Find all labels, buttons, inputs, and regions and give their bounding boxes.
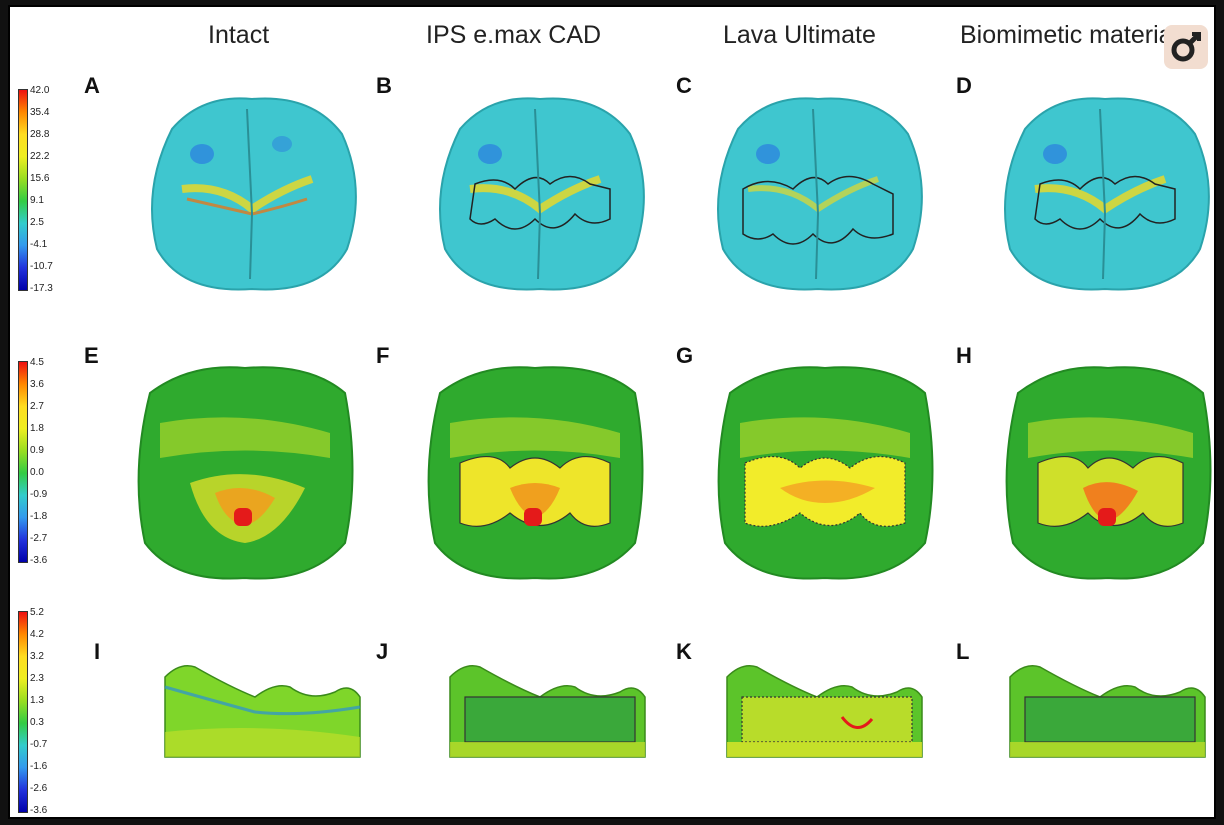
tooth-stress-lava-ultimate [717, 366, 934, 580]
scale-tick: -0.7 [30, 739, 48, 750]
figure-frame: Intact IPS e.max CAD Lava Ultimate Biomi… [8, 5, 1216, 819]
panel-label-f: F [376, 343, 390, 368]
tooth-occlusal-lava-ultimate [717, 97, 923, 291]
panel-label-e: E [84, 343, 99, 368]
scale-tick: -10.7 [30, 261, 53, 272]
panel-label-a: A [84, 73, 100, 98]
panel-label-c: C [676, 73, 692, 98]
panel-label-l: L [956, 639, 970, 664]
scale-tick: -0.9 [30, 489, 48, 500]
scale-tick: 2.5 [30, 217, 44, 228]
tooth-occlusal-ips-emax [439, 97, 645, 291]
panel-label-h: H [956, 343, 972, 368]
scale-tick: 9.1 [30, 195, 44, 206]
scale-tick: 0.3 [30, 717, 44, 728]
tooth-section-ips-emax [449, 665, 646, 758]
scale-tick: 3.6 [30, 379, 44, 390]
column-title-ips-emax: IPS e.max CAD [426, 21, 602, 49]
scale-tick: 42.0 [30, 85, 50, 96]
tooth-stress-biomimetic [1005, 366, 1212, 580]
scale-tick: 35.4 [30, 107, 50, 118]
scale-tick: 0.9 [30, 445, 44, 456]
column-title-lava-ultimate: Lava Ultimate [723, 21, 876, 49]
tooth-stress-intact [137, 366, 354, 580]
scale-tick: 5.2 [30, 607, 44, 618]
scale-tick: 4.5 [30, 357, 44, 368]
scale-tick: -17.3 [30, 283, 53, 294]
scale-tick: 2.7 [30, 401, 44, 412]
tooth-occlusal-intact [151, 97, 357, 291]
scale-tick: 1.8 [30, 423, 44, 434]
tooth-occlusal-biomimetic [1004, 97, 1210, 291]
column-title-biomimetic: Biomimetic material [960, 21, 1174, 49]
panel-label-i: I [94, 639, 101, 664]
tooth-section-intact [164, 665, 361, 758]
panel-label-k: K [676, 639, 692, 664]
gender-male-icon[interactable] [1164, 25, 1208, 69]
scale-tick: -1.8 [30, 511, 48, 522]
scale-tick: -4.1 [30, 239, 48, 250]
panel-label-b: B [376, 73, 392, 98]
scale-tick: -2.6 [30, 783, 48, 794]
column-title-intact: Intact [208, 21, 270, 49]
scale-tick: 0.0 [30, 467, 44, 478]
scale-tick: 3.2 [30, 651, 44, 662]
scale-tick: 4.2 [30, 629, 44, 640]
scale-tick: 1.3 [30, 695, 44, 706]
scale-tick: 28.8 [30, 129, 50, 140]
scale-tick: -3.6 [30, 555, 48, 566]
scale-tick: 22.2 [30, 151, 50, 162]
panel-label-d: D [956, 73, 972, 98]
scale-tick: -1.6 [30, 761, 48, 772]
panel-label-j: J [376, 639, 389, 664]
scale-tick: -3.6 [30, 805, 48, 816]
scale-tick: 15.6 [30, 173, 50, 184]
tooth-stress-ips-emax [427, 366, 644, 580]
scale-tick: 2.3 [30, 673, 44, 684]
scale-tick: -2.7 [30, 533, 48, 544]
panel-label-g: G [676, 343, 694, 368]
tooth-section-biomimetic [1009, 665, 1206, 758]
tooth-section-lava-ultimate [726, 665, 923, 758]
